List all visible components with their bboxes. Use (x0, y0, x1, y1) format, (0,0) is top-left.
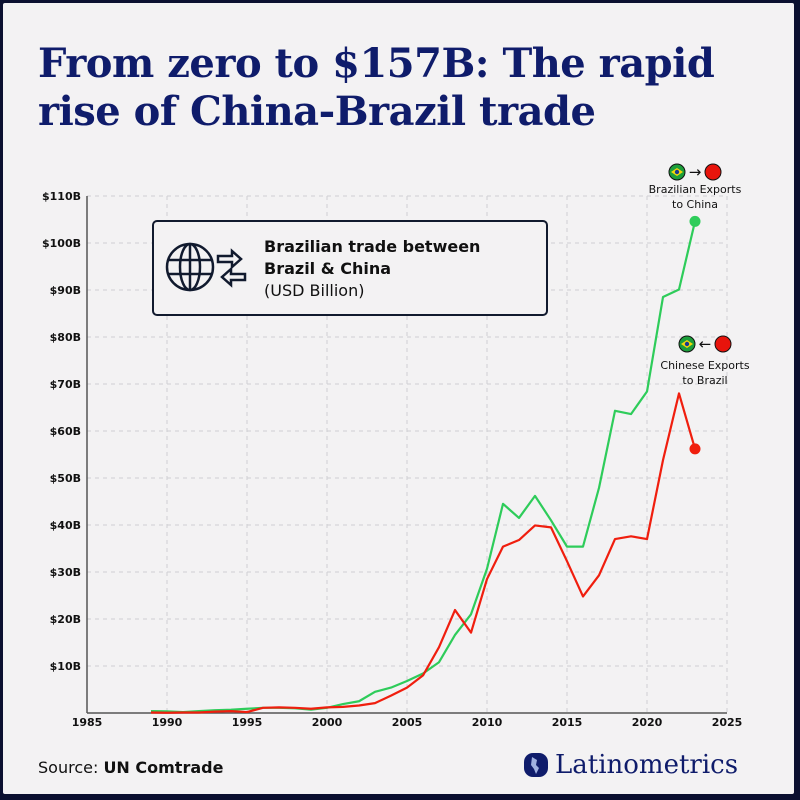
y-tick-label: $30B (50, 566, 81, 579)
page-title: From zero to $157B: The rapid rise of Ch… (38, 40, 715, 135)
x-tick-label: 1985 (72, 716, 103, 729)
source-note: Source: UN Comtrade (38, 758, 224, 777)
china-flag-icon (714, 335, 732, 353)
y-tick-label: $80B (50, 331, 81, 344)
latam-map-logo-icon (524, 753, 548, 777)
brazil-flag-globe (674, 169, 680, 175)
x-tick-label: 2025 (712, 716, 743, 729)
y-tick-label: $90B (50, 284, 81, 297)
x-tick-label: 2015 (552, 716, 583, 729)
x-tick-label: 2000 (312, 716, 343, 729)
chart-info-box: Brazilian trade between Brazil & China (… (152, 220, 548, 316)
china-flag-icon (704, 163, 722, 181)
x-tick-label: 2020 (632, 716, 663, 729)
arrow-icon: → (689, 163, 702, 181)
x-tick-label: 1995 (232, 716, 263, 729)
y-tick-label: $60B (50, 425, 81, 438)
y-tick-label: $110B (42, 190, 81, 203)
series-annotation: ← Chinese Exports to Brazil (660, 335, 749, 387)
x-tick-label: 1990 (152, 716, 183, 729)
y-tick-label: $10B (50, 660, 81, 673)
x-tick-label: 2010 (472, 716, 503, 729)
arrow-icon: ← (699, 335, 712, 353)
series-annotation: → Brazilian Exports to China (649, 163, 742, 211)
y-tick-label: $100B (42, 237, 81, 250)
x-tick-label: 2005 (392, 716, 423, 729)
y-tick-label: $50B (50, 472, 81, 485)
brazil-flag-globe (684, 341, 690, 347)
series-line-china-exports (150, 392, 697, 714)
series-label: Brazilian Exports to China (649, 183, 742, 211)
logo: Latinometrics (523, 750, 738, 780)
globe-exchange-icon (165, 242, 247, 292)
series-end-point (689, 443, 701, 455)
y-tick-label: $40B (50, 519, 81, 532)
series-end-point (689, 215, 701, 227)
series-label: Chinese Exports to Brazil (660, 359, 749, 387)
infographic (3, 3, 794, 794)
y-tick-label: $70B (50, 378, 81, 391)
y-tick-label: $20B (50, 613, 81, 626)
